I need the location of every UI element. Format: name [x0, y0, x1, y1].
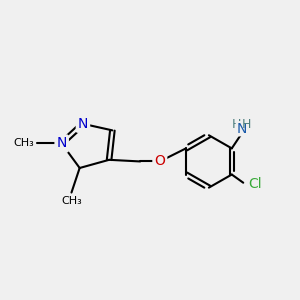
- Text: O: O: [154, 154, 165, 169]
- Text: H: H: [232, 118, 242, 131]
- Text: N: N: [78, 117, 88, 131]
- Text: H: H: [242, 118, 251, 131]
- Text: N: N: [236, 122, 247, 136]
- Text: CH₃: CH₃: [13, 139, 34, 148]
- Text: N: N: [56, 136, 67, 151]
- Text: Cl: Cl: [248, 177, 262, 191]
- Text: CH₃: CH₃: [61, 196, 82, 206]
